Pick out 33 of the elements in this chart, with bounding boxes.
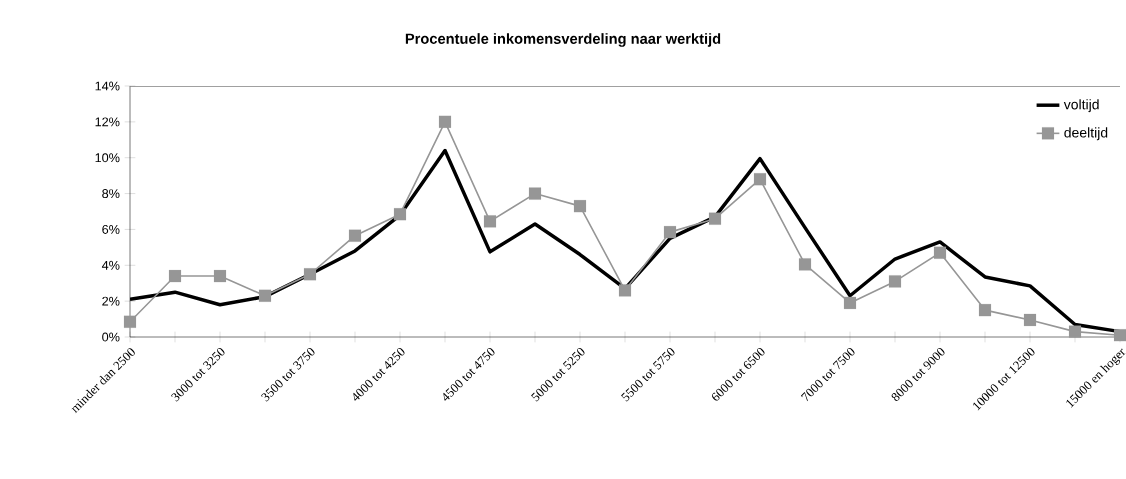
point <box>348 229 362 242</box>
point <box>483 215 497 228</box>
point <box>303 268 317 281</box>
legend-label: deeltijd <box>1064 127 1108 141</box>
point <box>123 315 137 328</box>
point <box>933 246 947 259</box>
point <box>168 269 182 283</box>
point <box>978 304 992 317</box>
point <box>843 296 857 310</box>
point <box>753 173 767 186</box>
point <box>528 187 542 200</box>
point <box>888 275 902 288</box>
point <box>618 284 632 297</box>
point <box>1068 325 1082 338</box>
point <box>213 269 227 283</box>
legend-label: voltijd <box>1063 99 1099 113</box>
y-tick-label: 14% <box>95 81 120 91</box>
point <box>663 226 677 239</box>
point <box>393 208 407 221</box>
y-tick-label: 0% <box>102 332 120 342</box>
point <box>708 212 722 225</box>
y-tick-label: 6% <box>102 224 120 234</box>
point <box>438 115 452 128</box>
point <box>258 289 272 302</box>
y-tick-label: 8% <box>102 189 120 199</box>
y-tick-label: 12% <box>95 117 120 127</box>
y-tick-label: 2% <box>102 296 120 306</box>
y-tick-label: 10% <box>95 153 120 163</box>
point <box>798 258 812 271</box>
y-tick-label: 4% <box>101 260 120 270</box>
point <box>1023 313 1037 327</box>
point <box>573 200 587 213</box>
chart-title: Procentuele inkomensverdeling naar werktijd <box>405 33 721 47</box>
